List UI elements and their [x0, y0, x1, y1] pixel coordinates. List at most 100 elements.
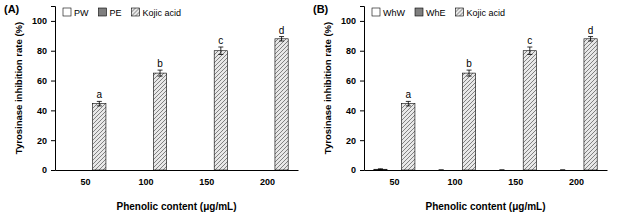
- error-bar-cap: [218, 54, 223, 55]
- annotation: b: [157, 58, 163, 69]
- y-tick-label: 0: [351, 165, 356, 175]
- y-axis-line: [360, 7, 365, 171]
- x-tick: 150: [508, 170, 523, 187]
- legend: PW PE Kojic acid: [63, 8, 181, 18]
- legend-swatch: [63, 8, 71, 16]
- x-tick-label: 200: [569, 177, 584, 187]
- y-tick-label: 100: [32, 16, 47, 26]
- legend-item: PE: [99, 8, 122, 18]
- error-bar-cap: [588, 41, 593, 42]
- error-bar-cap: [499, 170, 504, 171]
- error-bar: [97, 101, 102, 105]
- y-axis-line: [51, 7, 56, 171]
- legend-swatch: [99, 8, 107, 16]
- y-tick: 0: [351, 165, 364, 175]
- legend-item: WhE: [415, 8, 446, 18]
- y-tick: 60: [37, 76, 55, 86]
- y-tick-label: 60: [346, 76, 356, 86]
- y-tick-mark: [360, 21, 364, 22]
- error-bar: [499, 170, 504, 171]
- bar: [509, 170, 522, 171]
- y-tick-label: 20: [37, 136, 47, 146]
- bar: [449, 170, 462, 171]
- y-tick-mark: [51, 110, 55, 111]
- y-tick-label: 20: [346, 136, 356, 146]
- x-axis: 50 100 150 200: [365, 170, 608, 187]
- x-tick: 50: [389, 170, 399, 187]
- legend-item: WhW: [372, 8, 406, 18]
- bar: [435, 170, 448, 171]
- y-tick: 20: [37, 136, 55, 146]
- x-tick: 200: [260, 170, 275, 187]
- y-tick-mark: [51, 170, 55, 171]
- error-bar: [218, 47, 223, 54]
- y-tick: 80: [37, 46, 55, 56]
- y-tick-mark: [360, 81, 364, 82]
- legend-label: WhE: [426, 8, 446, 18]
- bar: [462, 73, 475, 170]
- y-tick-label: 40: [37, 106, 47, 116]
- bar: [153, 73, 166, 170]
- bar: [247, 170, 260, 171]
- bars: [93, 37, 288, 170]
- y-tick-mark: [51, 81, 55, 82]
- annotations: abcd: [406, 25, 594, 101]
- y-axis-title: Tyrosinase inhibition rate (%): [322, 22, 333, 154]
- error-bar-cap: [467, 70, 472, 71]
- error-bar-cap: [378, 169, 383, 170]
- annotation: a: [406, 89, 412, 100]
- title: (A): [4, 3, 20, 15]
- x-tick: 100: [448, 170, 463, 187]
- y-tick: 0: [42, 165, 55, 175]
- legend-label: PE: [110, 8, 122, 18]
- y-tick: 20: [346, 136, 364, 146]
- error-bar: [588, 37, 593, 41]
- x-tick: 100: [139, 170, 154, 187]
- legend-swatch: [372, 8, 380, 16]
- x-tick-label: 50: [80, 177, 90, 187]
- bar: [584, 39, 597, 170]
- legend: WhWWhEKojic acid: [372, 8, 505, 18]
- y-tick: 80: [346, 46, 364, 56]
- bar: [79, 170, 92, 171]
- legend-swatch: [132, 8, 140, 16]
- error-bar: [378, 168, 383, 170]
- error-bar: [439, 170, 444, 171]
- error-bar-cap: [406, 101, 411, 102]
- error-bar-line: [408, 101, 409, 105]
- error-bar-line: [590, 37, 591, 41]
- y-tick-label: 60: [37, 76, 47, 86]
- legend-label: WhW: [383, 8, 406, 18]
- panel: 02040608010050100150200abcdPWPEKojic aci…: [4, 3, 299, 212]
- x-tick: 150: [199, 170, 214, 187]
- bar: [65, 170, 78, 171]
- annotation: d: [588, 25, 594, 36]
- x-tick-label: 150: [199, 177, 214, 187]
- y-tick-label: 80: [37, 46, 47, 56]
- y-tick: 100: [32, 16, 55, 26]
- y-tick-mark: [360, 51, 364, 52]
- bar: [570, 170, 583, 171]
- error-bar-cap: [560, 170, 565, 171]
- error-bar: [560, 170, 565, 171]
- error-bar-cap: [439, 170, 444, 171]
- error-bar-cap: [406, 105, 411, 106]
- y-tick: 40: [37, 106, 55, 116]
- error-bar-cap: [499, 170, 504, 171]
- y-tick-mark: [51, 21, 55, 22]
- bar: [261, 170, 274, 171]
- bar: [186, 170, 199, 171]
- plot-area: 02040608010050100150200abcdPWPEKojic aci…: [32, 7, 299, 188]
- y-axis-title: Tyrosinase inhibition rate (%): [13, 22, 24, 154]
- error-bar-line: [99, 101, 100, 105]
- error-bar-cap: [467, 76, 472, 77]
- y-tick-mark: [51, 51, 55, 52]
- y-tick-mark: [360, 110, 364, 111]
- error-bar-cap: [158, 76, 163, 77]
- y-tick-mark: [360, 170, 364, 171]
- legend-item: PW: [63, 8, 89, 18]
- y-tick: 100: [341, 16, 364, 26]
- legend-label: Kojic acid: [143, 8, 182, 18]
- x-axis-title: Phenolic content (μg/mL): [425, 201, 545, 212]
- x-tick: 200: [569, 170, 584, 187]
